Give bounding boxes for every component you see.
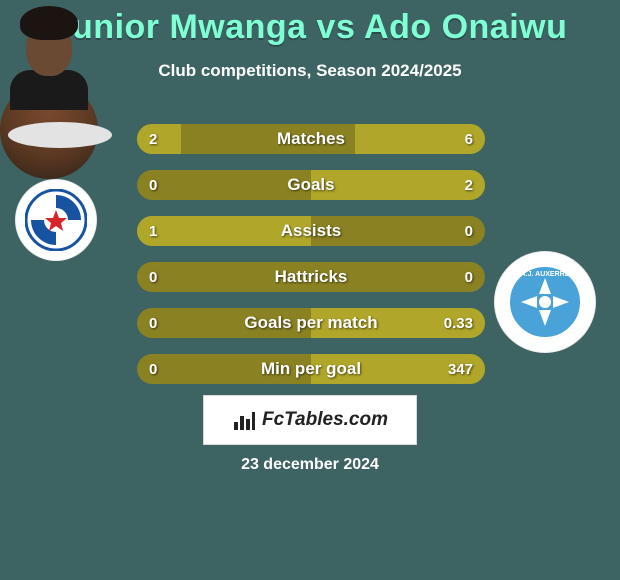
stat-value-right: 347 (448, 354, 473, 384)
stat-value-left: 0 (149, 262, 157, 292)
stat-value-right: 2 (465, 170, 473, 200)
stat-row: Hattricks0 0 (137, 262, 485, 292)
strasbourg-logo-icon (25, 189, 87, 251)
stat-label: Assists (137, 216, 485, 246)
footer-date: 23 december 2024 (0, 456, 620, 474)
stat-row: Matches2 6 (137, 124, 485, 154)
player1-avatar (8, 122, 112, 148)
player1-club-logo (15, 179, 97, 261)
stat-row: Min per goal0 347 (137, 354, 485, 384)
stat-value-left: 2 (149, 124, 157, 154)
player2-club-logo: A.J. AUXERRE (494, 251, 596, 353)
stat-label: Min per goal (137, 354, 485, 384)
stat-value-left: 1 (149, 216, 157, 246)
stats-container: Matches26Goals02Assists10Hattricks00Goal… (137, 124, 485, 400)
page-title: Junior Mwanga vs Ado Onaiwu (0, 0, 620, 47)
stat-label: Matches (137, 124, 485, 154)
brand-text: FcTables.com (262, 409, 388, 431)
stat-value-right: 0 (465, 216, 473, 246)
stat-row: Assists1 0 (137, 216, 485, 246)
stat-row: Goals per match0 0.33 (137, 308, 485, 338)
stat-label: Goals (137, 170, 485, 200)
svg-text:A.J. AUXERRE: A.J. AUXERRE (521, 271, 570, 278)
stat-label: Goals per match (137, 308, 485, 338)
brand-box: FcTables.com (203, 395, 417, 445)
stat-value-left: 0 (149, 354, 157, 384)
stat-row: Goals0 2 (137, 170, 485, 200)
auxerre-logo-icon: A.J. AUXERRE (507, 264, 583, 340)
stat-value-right: 0 (465, 262, 473, 292)
subtitle: Club competitions, Season 2024/2025 (0, 61, 620, 81)
stat-value-right: 6 (465, 124, 473, 154)
stat-value-left: 0 (149, 170, 157, 200)
stat-value-left: 0 (149, 308, 157, 338)
stat-value-right: 0.33 (444, 308, 473, 338)
stat-label: Hattricks (137, 262, 485, 292)
chart-icon (232, 408, 256, 432)
